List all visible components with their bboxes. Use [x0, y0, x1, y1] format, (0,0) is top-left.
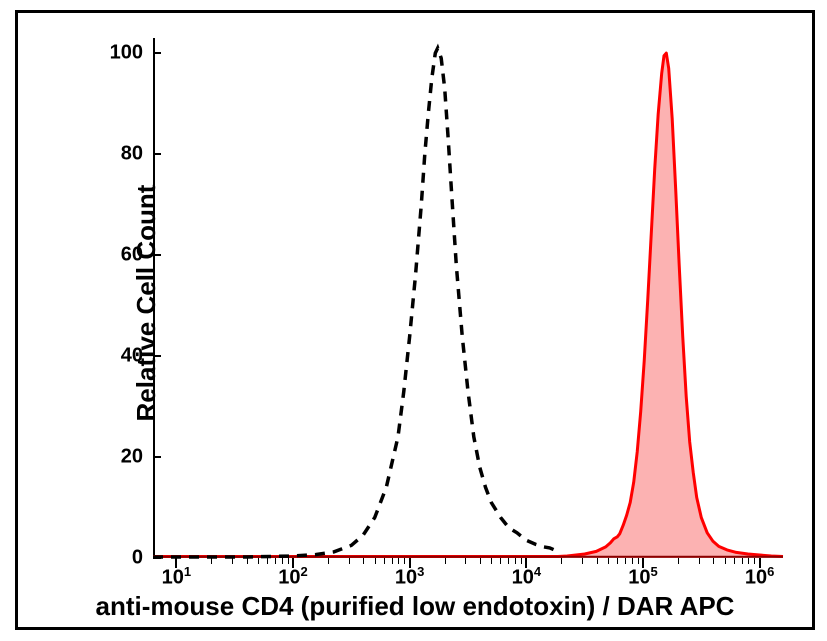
- x-tick-minor: [617, 558, 618, 564]
- y-tick-label: 40: [103, 345, 153, 368]
- x-tick-minor: [597, 558, 598, 564]
- x-tick-minor: [267, 558, 268, 564]
- chart-frame: Relative Cell Count anti-mouse CD4 (puri…: [15, 10, 815, 630]
- x-tick-label: 102: [278, 558, 307, 590]
- x-tick-minor: [328, 558, 329, 564]
- x-tick-minor: [508, 558, 509, 564]
- y-tick-label: 20: [103, 446, 153, 469]
- plot-area: 020406080100 101102103104105106: [153, 38, 783, 558]
- x-axis-label: anti-mouse CD4 (purified low endotoxin) …: [18, 591, 812, 622]
- x-tick-minor: [500, 558, 501, 564]
- x-tick-minor: [725, 558, 726, 564]
- x-tick-minor: [608, 558, 609, 564]
- histogram-curves: [153, 38, 783, 558]
- x-tick-minor: [275, 558, 276, 564]
- x-tick-label: 104: [512, 558, 541, 590]
- x-tick-minor: [384, 558, 385, 564]
- x-tick-label: 105: [628, 558, 657, 590]
- x-tick-label: 106: [745, 558, 774, 590]
- x-tick-minor: [713, 558, 714, 564]
- x-tick-minor: [625, 558, 626, 564]
- x-tick-minor: [734, 558, 735, 564]
- x-tick-minor: [445, 558, 446, 564]
- x-tick-minor: [375, 558, 376, 564]
- y-tick-label: 60: [103, 244, 153, 267]
- x-tick-label: 101: [162, 558, 191, 590]
- x-tick-minor: [678, 558, 679, 564]
- x-tick-minor: [232, 558, 233, 564]
- x-tick-minor: [258, 558, 259, 564]
- x-tick-minor: [699, 558, 700, 564]
- x-tick-minor: [491, 558, 492, 564]
- x-tick-minor: [392, 558, 393, 564]
- y-tick-label: 0: [103, 547, 153, 570]
- x-tick-minor: [211, 558, 212, 564]
- x-tick-minor: [465, 558, 466, 564]
- x-tick-minor: [561, 558, 562, 564]
- y-tick-label: 100: [103, 42, 153, 65]
- control-line: [153, 48, 558, 557]
- x-tick-minor: [349, 558, 350, 564]
- stained-fill: [153, 53, 783, 558]
- x-tick-minor: [247, 558, 248, 564]
- x-tick-minor: [742, 558, 743, 564]
- x-tick-minor: [480, 558, 481, 564]
- x-tick-minor: [582, 558, 583, 564]
- x-tick-minor: [363, 558, 364, 564]
- y-tick-label: 80: [103, 143, 153, 166]
- x-tick-label: 103: [395, 558, 424, 590]
